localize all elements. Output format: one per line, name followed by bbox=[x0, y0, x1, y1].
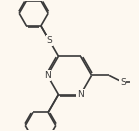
Text: N: N bbox=[77, 90, 84, 99]
Text: N: N bbox=[44, 71, 51, 80]
Text: S: S bbox=[120, 78, 126, 87]
Text: S: S bbox=[46, 36, 52, 45]
